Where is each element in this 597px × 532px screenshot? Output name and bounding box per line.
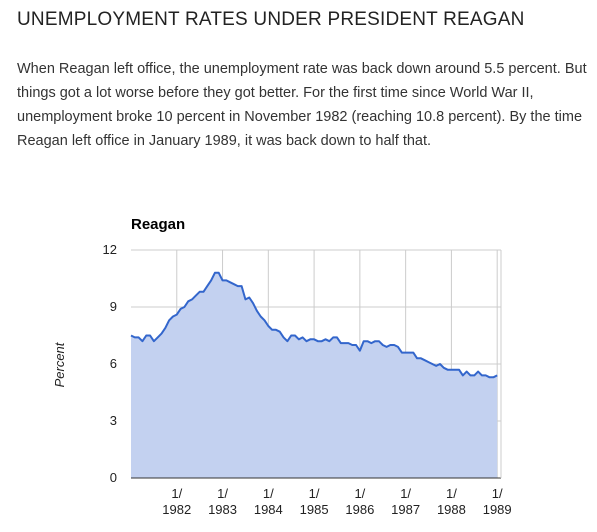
- chart-plot-area: [130, 271, 498, 478]
- unemployment-chart-svg: Reagan 0 3 6 9 12 1/1982 1/1983 1/1984 1/1985 1/1…: [52, 216, 512, 517]
- y-tick-label: 0: [110, 470, 117, 485]
- x-tick-label: 1/1987: [391, 486, 420, 517]
- y-tick-label: 9: [110, 299, 117, 314]
- x-tick-label: 1/1989: [483, 486, 512, 517]
- article-paragraph: When Reagan left office, the unemploymen…: [17, 61, 587, 149]
- series-line: [130, 271, 498, 379]
- series-area: [131, 272, 498, 478]
- x-tick-label: 1/1986: [345, 486, 374, 517]
- chart-axes: 0 3 6 9 12 1/1982 1/1983 1/1984 1/1985 1/1986 1/19…: [103, 242, 512, 517]
- x-tick-label: 1/1984: [254, 486, 283, 517]
- chart-title: Reagan: [131, 216, 185, 233]
- x-tick-label: 1/1982: [162, 486, 191, 517]
- y-axis-title: Percent: [52, 341, 67, 387]
- y-tick-label: 6: [110, 356, 117, 371]
- x-tick-label: 1/1983: [208, 486, 237, 517]
- x-tick-label: 1/1988: [437, 486, 466, 517]
- unemployment-chart: Reagan 0 3 6 9 12 1/1982 1/1983 1/1984 1/1985 1/1…: [0, 200, 597, 532]
- y-tick-label: 3: [110, 413, 117, 428]
- article-headline: UNEMPLOYMENT RATES UNDER PRESIDENT REAGA…: [17, 9, 525, 30]
- x-tick-label: 1/1985: [300, 486, 329, 517]
- y-tick-label: 12: [103, 242, 117, 257]
